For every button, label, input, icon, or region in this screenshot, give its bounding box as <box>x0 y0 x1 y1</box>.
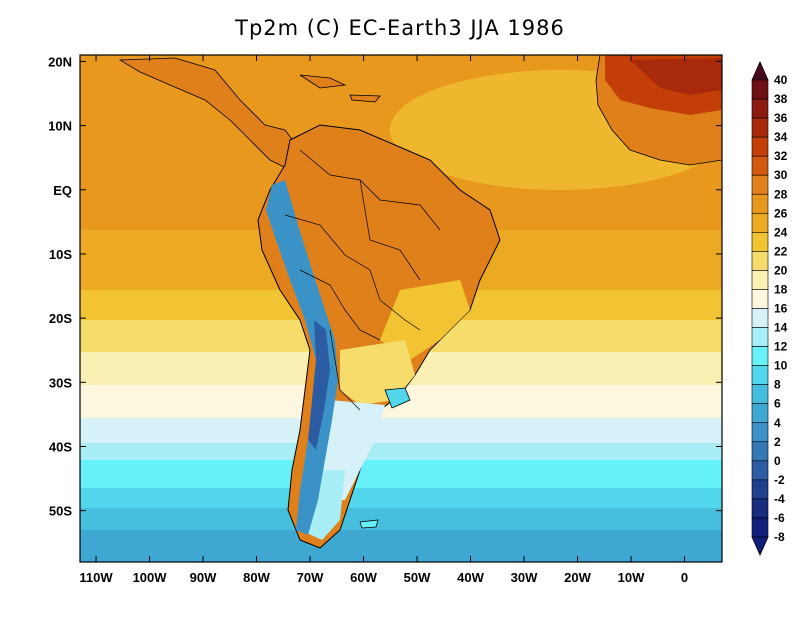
colorbar-label: 40 <box>774 73 788 87</box>
colorbar-swatch <box>751 422 769 443</box>
x-tick-label: 0 <box>681 570 688 585</box>
y-tick-label: 50S <box>49 504 72 519</box>
colorbar-label: 8 <box>774 378 781 392</box>
band-10 <box>80 508 722 532</box>
colorbar-label: -2 <box>774 473 785 487</box>
colorbar-swatch <box>751 403 769 424</box>
x-tick-label: 110W <box>79 570 113 585</box>
andes-cold-spine <box>266 180 338 535</box>
band-cold <box>80 418 722 446</box>
x-tick-label: 100W <box>133 570 168 585</box>
colorbar-label: 38 <box>774 92 788 106</box>
colorbar-label: 24 <box>774 225 788 239</box>
band-14 <box>80 460 722 490</box>
colorbar-swatch <box>751 270 769 290</box>
colorbar-swatch <box>751 232 769 252</box>
colorbar-label: 0 <box>774 454 781 468</box>
colorbar-swatch <box>751 136 769 157</box>
colorbar-swatch <box>751 308 769 328</box>
colorbar-label: 20 <box>774 263 788 277</box>
y-tick-label: 20S <box>49 311 72 326</box>
southeast-brazil-mild <box>380 280 470 360</box>
colorbar-swatch <box>751 346 769 366</box>
x-tick-label: 40W <box>457 570 484 585</box>
y-tick-label: EQ <box>53 183 72 198</box>
colorbar-swatch <box>751 212 769 233</box>
colorbar-swatch <box>751 289 769 309</box>
x-tick-label: 10W <box>618 570 645 585</box>
axis-ticks: 110W 100W 90W 80W 70W 60W 50W 40W 30W 20W 10W 0 20N 1… <box>48 54 722 585</box>
colorbar: 4038363432302826242220181614121086420-2-… <box>751 61 788 556</box>
colorbar-swatch <box>751 251 769 271</box>
colorbar-swatch <box>751 327 769 347</box>
colorbar-label: 30 <box>774 168 788 182</box>
colorbar-swatch <box>751 117 769 138</box>
x-tick-label: 60W <box>350 570 377 585</box>
colorbar-label: 6 <box>774 397 781 411</box>
colorbar-label: 4 <box>774 416 781 430</box>
colorbar-bottom-arrow <box>751 536 769 556</box>
rio-de-la-plata <box>384 387 411 409</box>
x-tick-label: 70W <box>297 570 324 585</box>
y-tick-label: 10S <box>49 247 72 262</box>
colorbar-label: 32 <box>774 149 788 163</box>
colorbar-label: -4 <box>774 492 785 506</box>
colorbar-swatch <box>751 365 769 385</box>
x-tick-label: 30W <box>511 570 538 585</box>
colorbar-label: 36 <box>774 111 788 125</box>
country-borders <box>284 149 441 411</box>
colorbar-label: 2 <box>774 435 781 449</box>
falkland-islands <box>359 519 379 529</box>
colorbar-label: 28 <box>774 187 788 201</box>
y-tick-label: 10N <box>48 119 72 134</box>
colorbar-label: -6 <box>774 511 785 525</box>
colorbar-swatch <box>751 479 769 500</box>
colorbar-swatch <box>751 155 769 176</box>
colorbar-label: 26 <box>774 206 788 220</box>
colorbar-label: 12 <box>774 340 788 354</box>
y-tick-label: 20N <box>48 54 72 69</box>
x-tick-label: 90W <box>190 570 217 585</box>
map-title: Tp2m (C) EC-Earth3 JJA 1986 <box>235 16 565 40</box>
colorbar-swatch <box>751 384 769 405</box>
map-frame <box>79 54 723 563</box>
y-tick-label: 30S <box>49 375 72 390</box>
colorbar-label: -8 <box>774 530 785 544</box>
x-tick-label: 50W <box>404 570 431 585</box>
band-12 <box>80 488 722 510</box>
colorbar-swatch <box>751 460 769 481</box>
colorbar-swatch <box>751 174 769 195</box>
map-field <box>80 55 722 562</box>
andes-coldest <box>308 320 330 450</box>
colorbar-label: 14 <box>774 321 788 335</box>
y-tick-label: 40S <box>49 439 72 454</box>
colorbar-label: 16 <box>774 302 788 316</box>
caribbean-islands <box>299 74 381 103</box>
colorbar-swatch <box>751 79 769 100</box>
colorbar-label: 10 <box>774 359 788 373</box>
colorbar-top-arrow <box>751 61 769 81</box>
sahara-hottest-zone <box>630 58 722 95</box>
colorbar-swatch <box>751 98 769 119</box>
colorbar-label: 18 <box>774 282 788 296</box>
colorbar-label: 34 <box>774 130 788 144</box>
colorbar-swatch <box>751 498 769 519</box>
x-tick-label: 20W <box>564 570 591 585</box>
colorbar-label: 22 <box>774 244 788 258</box>
band-colder <box>80 443 722 463</box>
band-8 <box>80 530 722 562</box>
x-tick-label: 80W <box>243 570 270 585</box>
colorbar-swatch <box>751 517 769 538</box>
colorbar-swatch <box>751 441 769 462</box>
colorbar-swatch <box>751 193 769 214</box>
